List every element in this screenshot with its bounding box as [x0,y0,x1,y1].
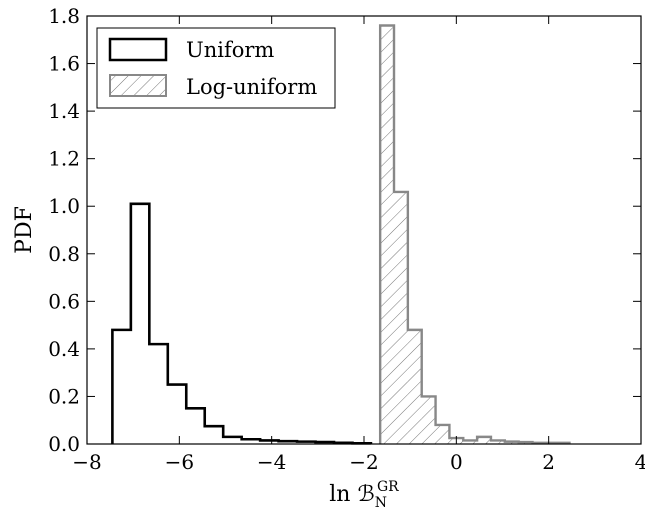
log-uniform-bin-3 [421,396,436,444]
log-uniform-bin-0 [380,25,395,445]
y-tick-label: 1.4 [48,99,80,123]
x-tick-label: 2 [542,450,555,474]
x-axis-label-subscript: N [375,495,387,511]
x-tick-label: 0 [450,450,463,474]
axis-ticks: −8 −6 −4 −2 0 2 4 0.0 0.2 0.4 0.6 0.8 1.0 1.2 1.4 1.6 1.… [48,4,645,474]
y-tick-label: 1.6 [48,52,80,76]
x-axis-label-main: ln ℬ [329,482,375,507]
y-tick-label: 0.2 [48,384,80,408]
y-axis-label: PDF [12,206,37,254]
legend: Uniform Log-uniform [96,27,336,109]
x-axis-label-superscript: GR [377,479,399,495]
log-uniform-outline [378,24,571,445]
x-axis-label: ln ℬNGR [329,479,399,511]
uniform-outline [111,202,373,445]
x-tick-label: −4 [257,450,286,474]
legend-swatch-log-uniform [109,74,167,97]
legend-label-uniform: Uniform [186,38,274,62]
y-tick-label: 1.8 [48,4,80,28]
log-uniform-bin-2 [407,329,422,444]
y-tick-label: 0.0 [48,432,80,456]
y-tick-label: 1.0 [48,194,80,218]
series-uniform [111,202,373,445]
y-tick-label: 0.4 [48,337,80,361]
log-uniform-bin-8 [490,440,505,444]
x-tick-label: 4 [635,450,645,474]
legend-swatch-uniform [108,37,168,62]
x-tick-label: −2 [349,450,378,474]
log-uniform-bin-4 [435,424,450,444]
log-uniform-bin-1 [394,191,408,444]
legend-label-log-uniform: Log-uniform [186,75,317,99]
log-uniform-bin-6 [463,440,478,444]
x-tick-label: −6 [165,450,194,474]
y-tick-label: 0.6 [48,289,80,313]
x-tick-label: −8 [72,450,101,474]
log-uniform-bin-7 [477,436,491,444]
y-tick-label: 1.2 [48,147,80,171]
y-tick-label: 0.8 [48,242,80,266]
plot-frame [86,15,642,445]
